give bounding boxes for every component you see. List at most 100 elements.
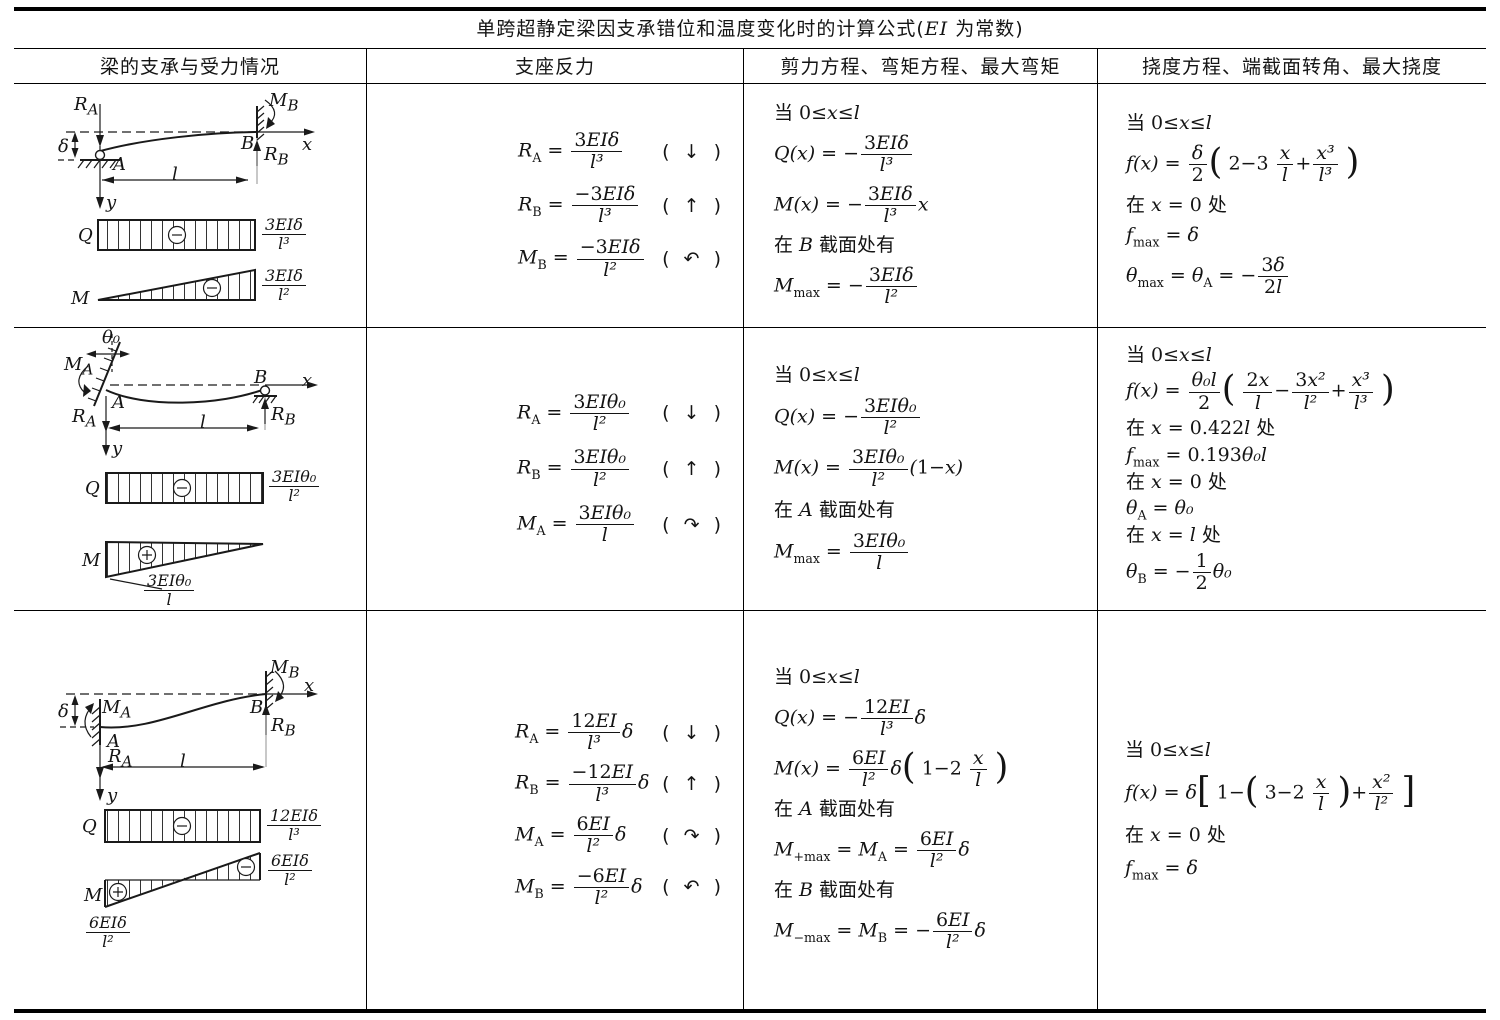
reaction-b-label: RB bbox=[271, 404, 296, 429]
reaction-line: RA = 3EIδ l³ ( ↓ ) bbox=[518, 129, 725, 174]
formula-line: fmax = δ bbox=[1126, 224, 1199, 251]
column-header-text: 梁的支承与受力情况 bbox=[99, 56, 280, 78]
direction-symbol: ( ↷ ) bbox=[662, 513, 725, 536]
column-header-reactions: 支座反力 bbox=[367, 48, 743, 83]
reaction-line: MA = 6EI l² δ ( ↷ ) bbox=[515, 813, 725, 858]
column-divider-2 bbox=[743, 48, 745, 1009]
shear-value-label: 12EIδ l³ bbox=[265, 807, 323, 844]
formula-line: M(x) = 3EIθ₀ l² (1−x) bbox=[774, 446, 964, 491]
reaction-formula: RB = 3EIθ₀ l² bbox=[517, 446, 631, 491]
point-a-label: A bbox=[112, 392, 125, 413]
formula-line: 当 0≤x≤l bbox=[1126, 112, 1212, 135]
column-header-beam-support: 梁的支承与受力情况 bbox=[14, 48, 366, 83]
formula-line: 当 0≤x≤l bbox=[774, 363, 860, 386]
cell-row2-reactions: RA = 3EIθ₀ l² ( ↓ ) RB = 3EIθ₀ l² ( ↑ ) MA… bbox=[367, 328, 743, 610]
shear-value-label: 3EIδ l³ bbox=[260, 216, 308, 253]
column-header-deflection: 挠度方程、端截面转角、最大挠度 bbox=[1098, 48, 1486, 83]
deflected-beam-curve bbox=[99, 693, 267, 729]
moment-a-label: MA bbox=[102, 697, 132, 722]
formula-line: f(x) = δ 2( 2−3 x l + x³ l³ ) bbox=[1126, 141, 1360, 187]
reaction-formula: RA = 12EI l³ δ bbox=[515, 709, 634, 755]
formula-line: 在 x = 0 处 bbox=[1125, 824, 1226, 847]
formula-line: θA = θ₀ bbox=[1126, 497, 1194, 523]
reaction-line: RB = 3EIθ₀ l² ( ↑ ) bbox=[517, 446, 725, 491]
formula-line: Q(x) = −3EIδ l³ bbox=[774, 132, 914, 177]
reaction-formula: RB = −12EI l³ δ bbox=[515, 761, 650, 806]
minus-sign-icon bbox=[236, 857, 256, 877]
formula-line: θB = −1 2 θ₀ bbox=[1126, 549, 1232, 595]
reaction-a-label: RA bbox=[72, 406, 97, 431]
reaction-formula: MA = 3EIθ₀ l bbox=[517, 502, 636, 547]
direction-symbol: ( ↷ ) bbox=[662, 824, 725, 847]
reaction-line: RB = −3EIδ l³ ( ↑ ) bbox=[518, 183, 725, 228]
deflected-beam-curve bbox=[100, 131, 258, 152]
reaction-b-label: RB bbox=[271, 715, 296, 740]
minus-sign-icon bbox=[172, 478, 192, 498]
formula-line: 在 x = 0 处 bbox=[1126, 470, 1227, 493]
formula-line: 当 0≤x≤l bbox=[1125, 739, 1211, 762]
table-bottom-rule bbox=[14, 1009, 1486, 1013]
point-a-label: A bbox=[107, 731, 120, 752]
formula-line: 在 A 截面处有 bbox=[774, 498, 895, 521]
formula-line: M+max = MA = 6EI l² δ bbox=[774, 827, 970, 873]
span-length-label: l bbox=[180, 751, 186, 772]
delta-label: δ bbox=[58, 701, 69, 722]
reaction-a-label: RA bbox=[74, 94, 99, 119]
point-b-label: B bbox=[250, 697, 264, 718]
beam-diagram-row1 bbox=[58, 99, 315, 301]
reaction-line: RB = −12EI l³ δ ( ↑ ) bbox=[515, 762, 725, 806]
reaction-formula: MB = −3EIδ l² bbox=[518, 236, 646, 281]
reaction-b-label: RB bbox=[264, 144, 289, 169]
formula-line: M(x) = −3EIδ l³ x bbox=[774, 182, 929, 227]
reaction-formula: RB = −3EIδ l³ bbox=[518, 183, 640, 228]
moment-value-label: 3EIθ₀ l bbox=[142, 572, 196, 609]
minus-sign-icon bbox=[167, 225, 187, 245]
moment-value-left-label: 6EIδ l² bbox=[84, 914, 132, 951]
moment-value-label: 3EIδ l² bbox=[260, 267, 308, 304]
direction-symbol: ( ↓ ) bbox=[662, 402, 725, 425]
header-separator-rule bbox=[14, 83, 1486, 85]
x-axis-label: x bbox=[302, 134, 313, 155]
row2-separator-rule bbox=[14, 610, 1486, 612]
reaction-formula: RA = 3EIθ₀ l² bbox=[517, 391, 631, 436]
reaction-line: RA = 3EIθ₀ l² ( ↓ ) bbox=[517, 391, 725, 436]
plus-sign-icon bbox=[108, 882, 128, 902]
point-b-label: B bbox=[254, 367, 268, 388]
formula-line: 在 x = 0 处 bbox=[1126, 193, 1227, 216]
reaction-line: MB = −6EI l² δ ( ↶ ) bbox=[515, 865, 725, 910]
arrowheads bbox=[83, 350, 318, 456]
moment-b-label: MB bbox=[269, 90, 299, 115]
moment-diagram-area bbox=[97, 268, 256, 301]
beam-diagram-row3 bbox=[60, 670, 318, 908]
reaction-line: MB = −3EIδ l² ( ↶ ) bbox=[518, 236, 725, 281]
table-top-rule bbox=[14, 7, 1486, 11]
table-title: 单跨超静定梁因支承错位和温度变化时的计算公式(EI 为常数) bbox=[14, 11, 1486, 48]
formula-line: 在 x = l 处 bbox=[1126, 524, 1221, 546]
shear-diagram-label: Q bbox=[78, 225, 93, 246]
formula-line: M−max = MB = −6EI l² δ bbox=[774, 909, 986, 954]
moment-diagram-label: M bbox=[82, 550, 101, 571]
point-a-label: A bbox=[113, 154, 126, 175]
cell-row3-reactions: RA = 12EI l³ δ ( ↓ ) RB = −12EI l³ δ ( ↑ ) M… bbox=[367, 611, 743, 1009]
deflected-beam-curve bbox=[105, 388, 266, 404]
direction-symbol: ( ↶ ) bbox=[662, 248, 725, 271]
formula-line: Q(x) = −3EIθ₀ l² bbox=[774, 395, 922, 440]
column-divider-3 bbox=[1097, 48, 1099, 1009]
formula-line: Q(x) = −12EI l³ δ bbox=[774, 696, 927, 741]
formula-line: 当 0≤x≤l bbox=[774, 102, 860, 125]
cell-row1-shear-moment: 当 0≤x≤l Q(x) = −3EIδ l³ M(x) = −3EIδ l³ x 在… bbox=[744, 84, 1097, 327]
title-separator-rule bbox=[14, 48, 1486, 50]
shear-value-label: 3EIθ₀ l² bbox=[267, 468, 321, 505]
shear-diagram-label: Q bbox=[82, 816, 97, 837]
formula-line: 在 B 截面处有 bbox=[774, 879, 896, 902]
point-b-label: B bbox=[241, 133, 255, 154]
minus-sign-icon bbox=[172, 816, 192, 836]
column-header-text: 剪力方程、弯矩方程、最大弯矩 bbox=[780, 56, 1061, 78]
column-header-text: 挠度方程、端截面转角、最大挠度 bbox=[1141, 56, 1442, 78]
reaction-formula: MA = 6EI l² δ bbox=[515, 813, 627, 858]
direction-symbol: ( ↑ ) bbox=[662, 458, 725, 480]
theta0-label: θ₀ bbox=[102, 328, 121, 348]
